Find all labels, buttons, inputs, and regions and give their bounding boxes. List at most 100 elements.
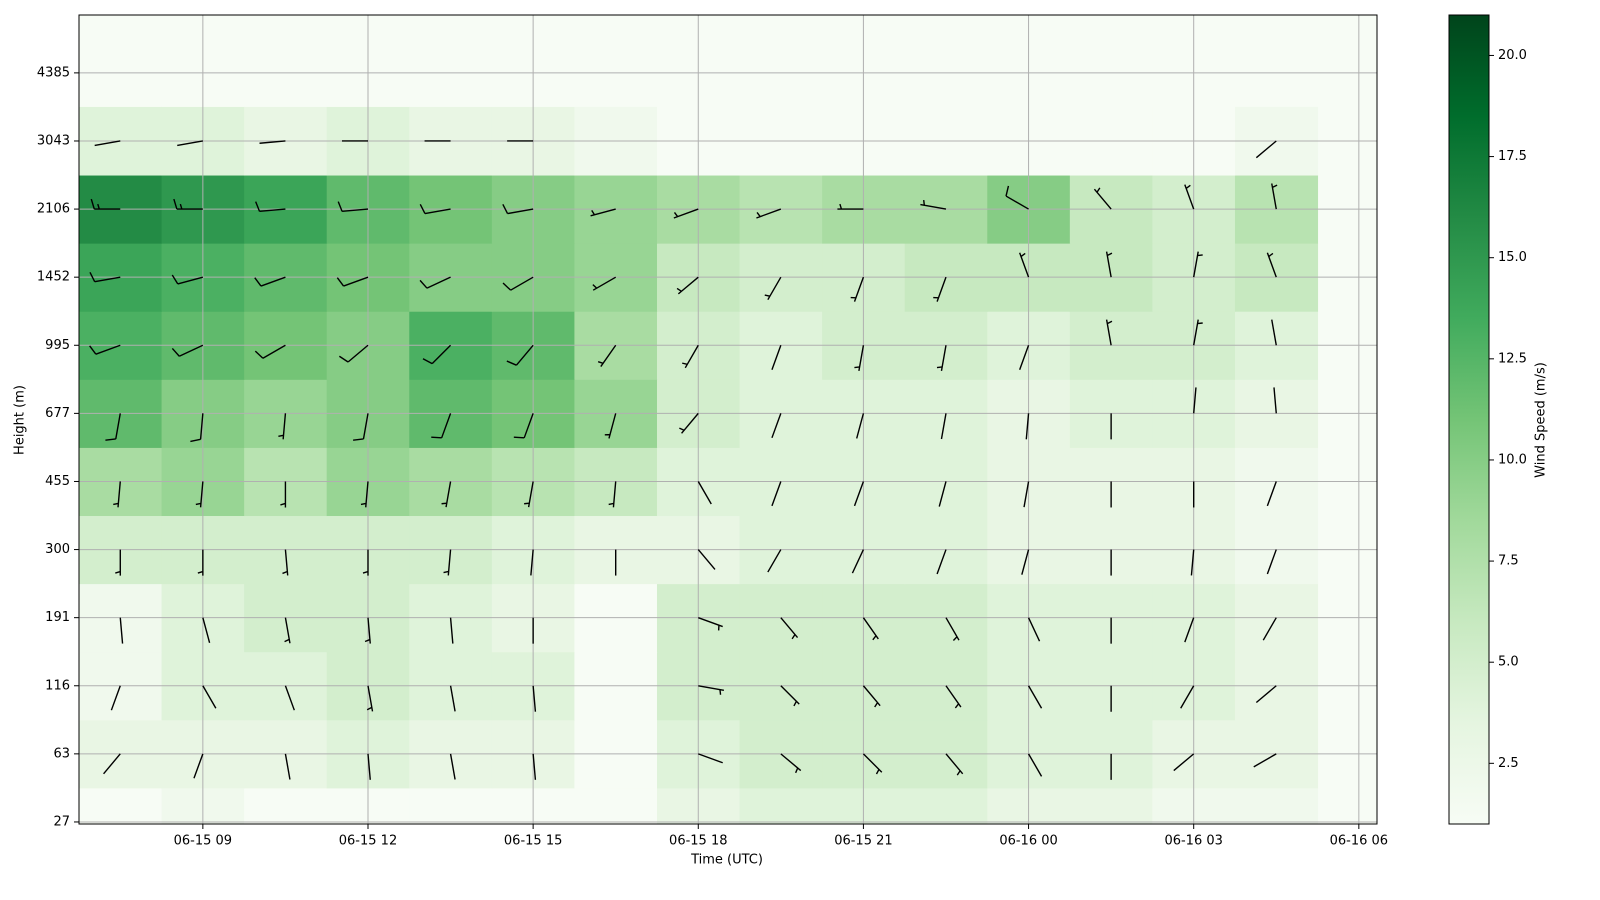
wind-barb <box>592 276 617 291</box>
x-tick-label: 06-16 03 <box>1164 834 1222 849</box>
colorbar-tick-label: 7.5 <box>1498 554 1519 569</box>
wind-barb <box>1193 251 1203 278</box>
wind-barb <box>679 412 699 434</box>
x-tick-label: 06-15 21 <box>834 834 892 849</box>
wind-barb <box>105 413 121 441</box>
wind-barb <box>524 481 534 508</box>
wind-barb <box>449 753 456 780</box>
wind-barb <box>604 413 617 439</box>
wind-barb <box>1190 549 1195 576</box>
wind-barb <box>110 685 121 711</box>
wind-barb <box>851 549 865 574</box>
x-tick-label: 06-15 18 <box>669 834 727 849</box>
wind-barb <box>1023 481 1030 508</box>
colorbar-tick-label: 10.0 <box>1498 452 1527 467</box>
wind-barb <box>853 481 865 507</box>
wind-barb <box>1027 617 1041 642</box>
wind-barb <box>597 344 617 367</box>
wind-barb <box>933 276 947 302</box>
wind-barb <box>945 617 960 641</box>
y-tick-label: 2106 <box>37 202 70 217</box>
colorbar-tick-label: 5.0 <box>1498 655 1519 670</box>
wind-barb <box>1255 685 1277 704</box>
wind-barb <box>190 413 204 443</box>
wind-barb <box>284 753 291 780</box>
wind-barb <box>1027 753 1043 777</box>
wind-barb <box>771 345 782 370</box>
y-tick-label: 1452 <box>37 270 70 285</box>
wind-barb <box>682 344 699 369</box>
wind-barb <box>89 344 121 355</box>
wind-barb <box>940 413 947 440</box>
wind-barb <box>443 549 452 576</box>
wind-barb <box>103 753 121 775</box>
wind-barb <box>171 274 204 285</box>
wind-barb <box>850 276 865 302</box>
heat-cell <box>1069 787 1153 824</box>
wind-barb <box>431 413 452 439</box>
wind-barb <box>698 617 723 631</box>
wind-barb <box>1271 319 1277 346</box>
wind-barb <box>1173 753 1195 772</box>
wind-barb <box>698 685 725 695</box>
wind-barb <box>1271 183 1278 210</box>
wind-barb <box>202 617 211 643</box>
y-tick-label: 27 <box>53 814 70 829</box>
wind-barb <box>862 685 881 708</box>
wind-barb <box>1266 549 1277 575</box>
wind-barb <box>771 413 782 439</box>
wind-barb <box>1266 481 1277 507</box>
wind-barb <box>336 276 369 287</box>
wind-barb <box>367 753 371 780</box>
colorbar-label: Wind Speed (m/s) <box>1534 362 1549 478</box>
wind-barb <box>1019 252 1030 278</box>
x-axis-label: Time (UTC) <box>690 853 763 868</box>
wind-barb <box>1184 184 1195 210</box>
heat-cell <box>244 787 328 824</box>
wind-barb <box>254 344 286 359</box>
wind-barb <box>1019 345 1030 370</box>
wind-barb <box>590 208 616 217</box>
wind-barb <box>502 276 534 291</box>
wind-barb <box>202 685 217 709</box>
wind-barb <box>697 549 716 570</box>
wind-barb <box>1180 685 1195 709</box>
wind-barb <box>1105 251 1113 278</box>
y-tick-label: 677 <box>45 406 70 421</box>
wind-barb <box>938 481 947 507</box>
wind-barb <box>441 481 452 508</box>
wind-barb <box>195 481 204 508</box>
wind-barb <box>197 549 204 576</box>
wind-barb <box>676 276 699 295</box>
wind-barb <box>338 344 369 363</box>
wind-barb <box>780 753 802 774</box>
x-tick-label: 06-15 09 <box>174 834 232 849</box>
wind-barb <box>177 140 203 147</box>
wind-barb <box>1255 140 1277 159</box>
colorbar-tick-label: 20.0 <box>1498 48 1527 63</box>
wind-barb <box>920 199 947 210</box>
x-tick-label: 06-15 15 <box>504 834 562 849</box>
heat-cell <box>739 787 823 824</box>
wind-barb <box>532 685 537 712</box>
y-tick-label: 995 <box>45 338 70 353</box>
wind-barb <box>113 481 121 508</box>
wind-barb <box>936 345 947 372</box>
wind-barb <box>532 753 537 780</box>
wind-barb <box>364 617 371 644</box>
wind-barb <box>506 344 534 366</box>
wind-barb <box>945 753 964 776</box>
colorbar-tick-label: 17.5 <box>1498 149 1527 164</box>
wind-barb <box>255 201 286 213</box>
wind-barb <box>89 272 121 283</box>
wind-barb <box>173 198 203 210</box>
wind-barb <box>856 413 865 439</box>
y-tick-label: 116 <box>45 678 70 693</box>
wind-barb <box>366 685 374 712</box>
wind-barb <box>1105 319 1113 346</box>
wind-barb <box>1021 549 1030 575</box>
wind-barb <box>259 140 286 144</box>
wind-barb <box>608 481 617 508</box>
wind-barb <box>171 344 204 357</box>
axes: 06-15 09 06-15 12 06-15 15 06-15 18 06-15 21… <box>37 48 1527 849</box>
